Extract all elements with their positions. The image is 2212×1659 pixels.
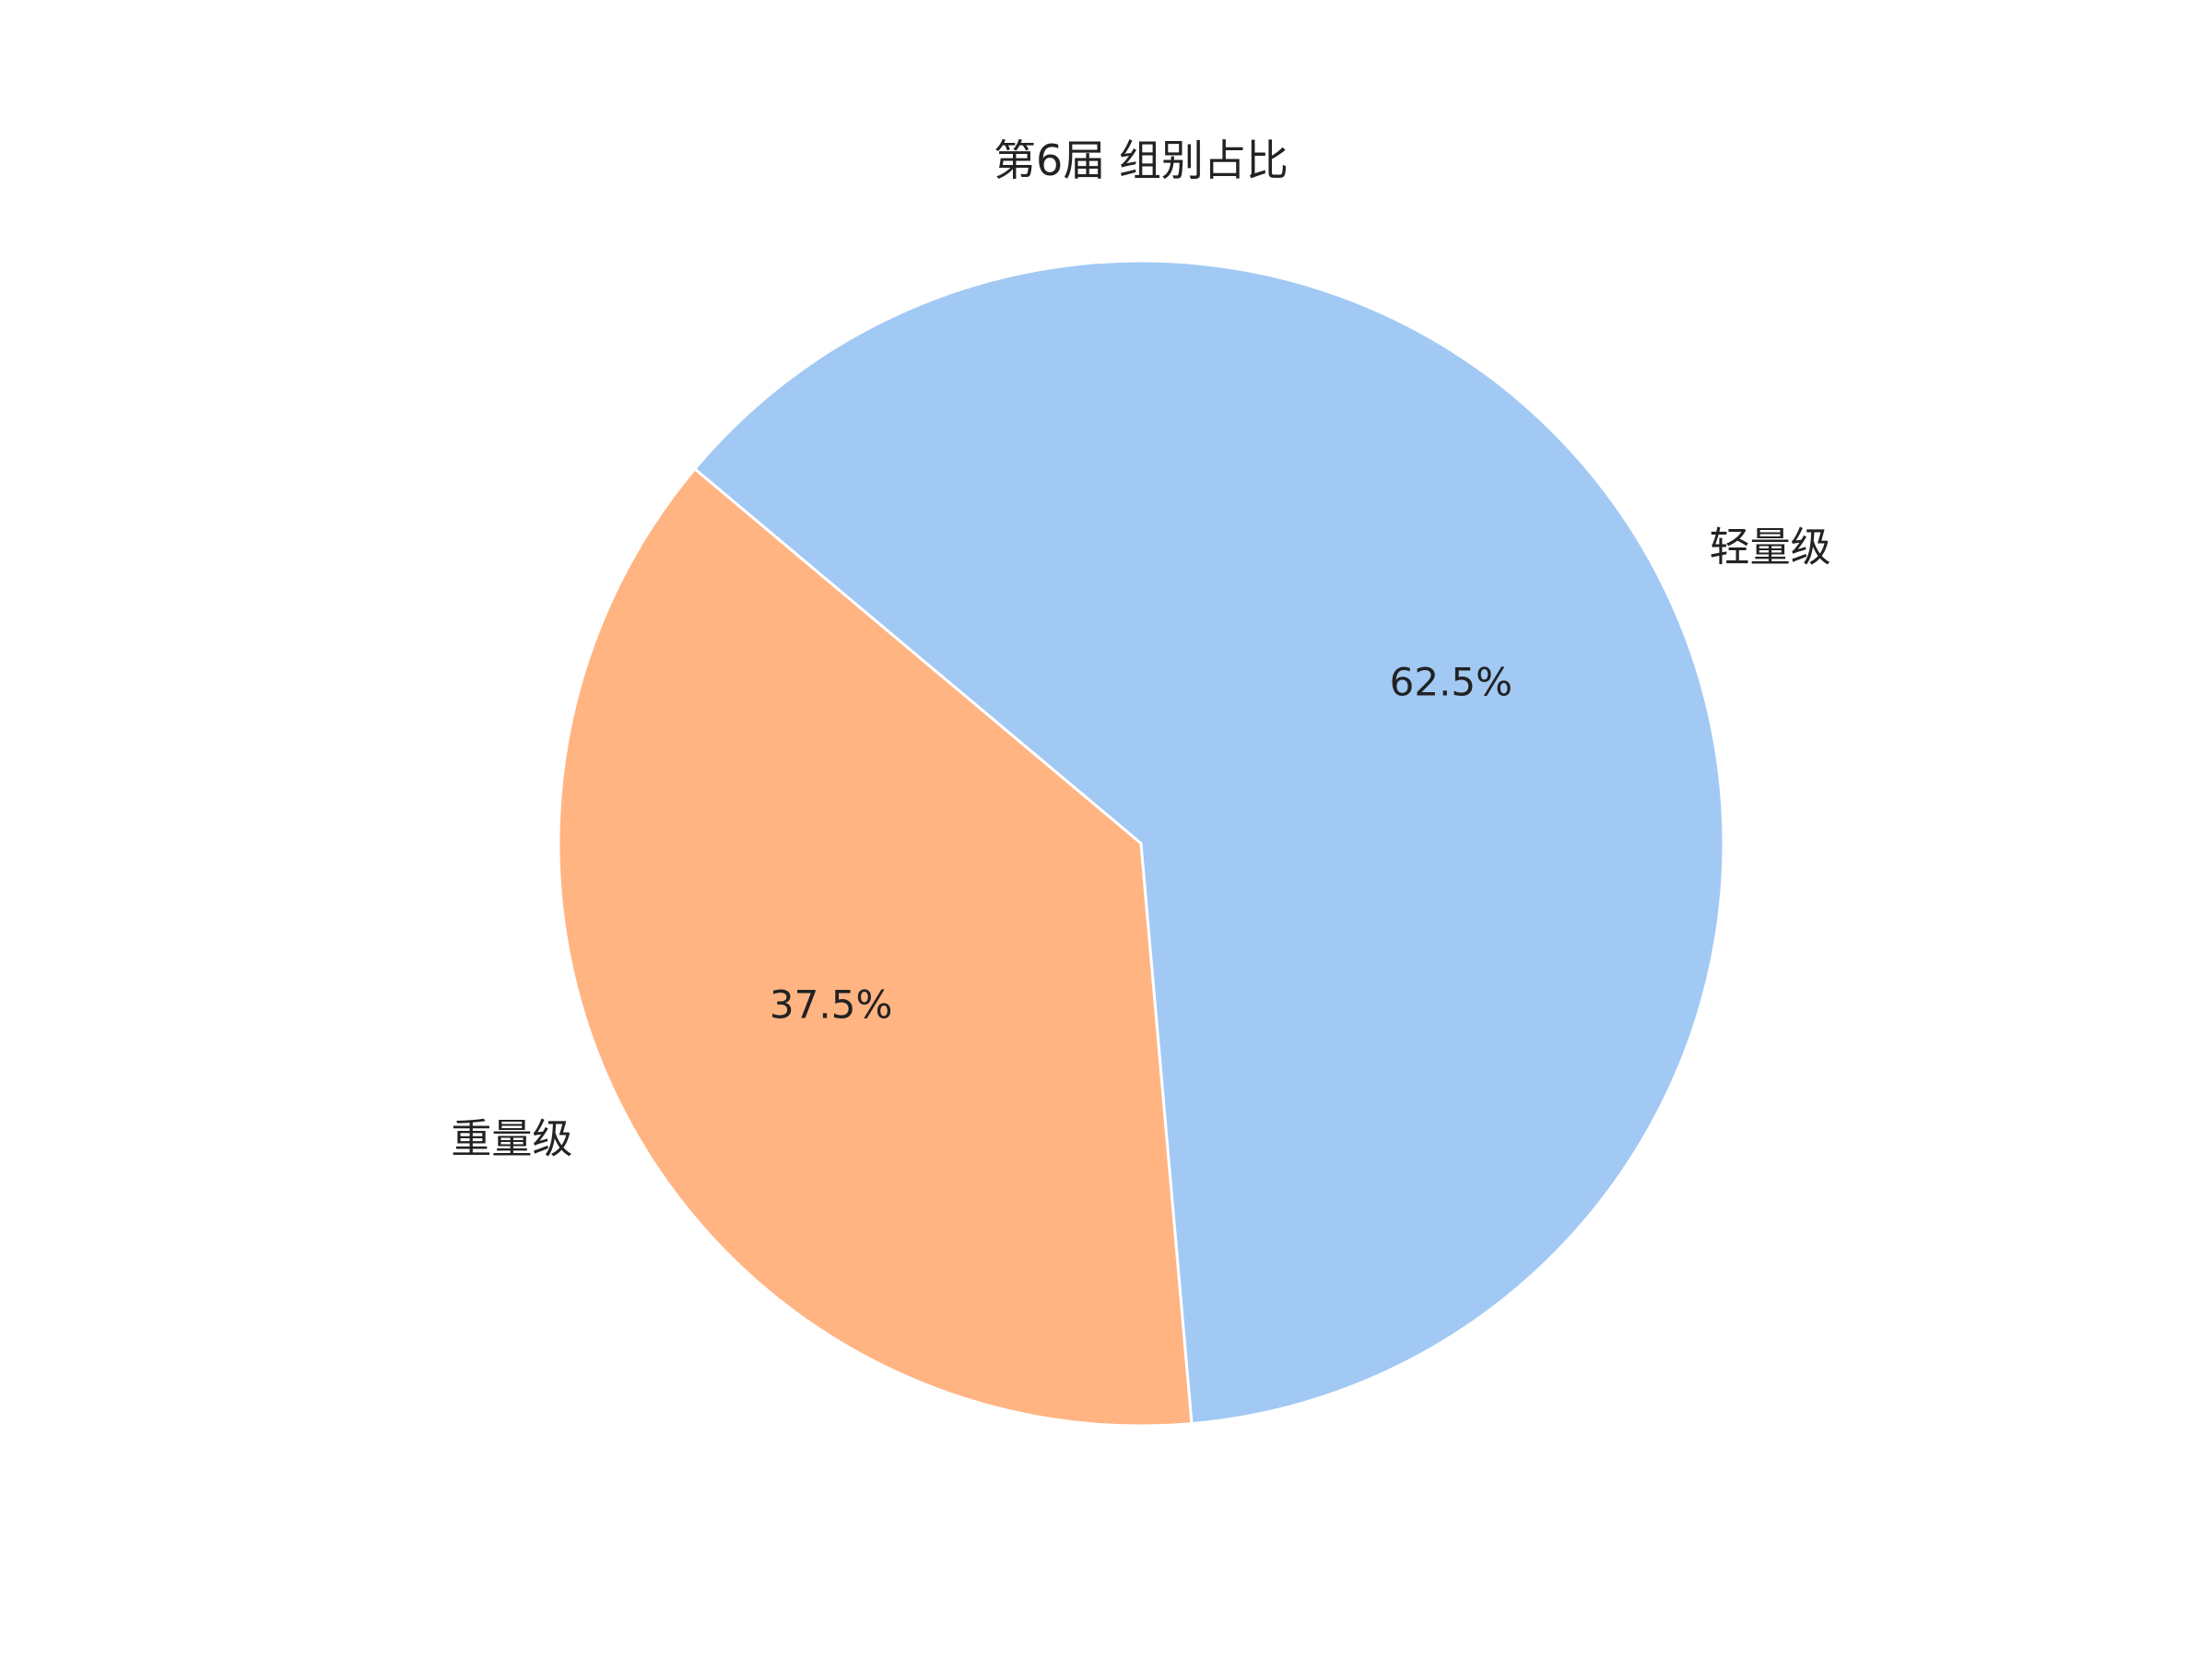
pie-slices — [557, 259, 1725, 1428]
pie-slice-0 — [557, 467, 1194, 1428]
slice-label-0: 重量级 — [451, 1116, 572, 1163]
percent-label-0: 37.5% — [770, 982, 892, 1028]
pie-labels: 重量级 37.5% 轻量级 62.5% — [451, 524, 1830, 1162]
pie-slice-1 — [693, 259, 1725, 1426]
chart-title: 第6届 组别占比 — [994, 135, 1288, 185]
percent-label-1: 62.5% — [1390, 659, 1512, 704]
slice-label-1: 轻量级 — [1710, 524, 1831, 571]
